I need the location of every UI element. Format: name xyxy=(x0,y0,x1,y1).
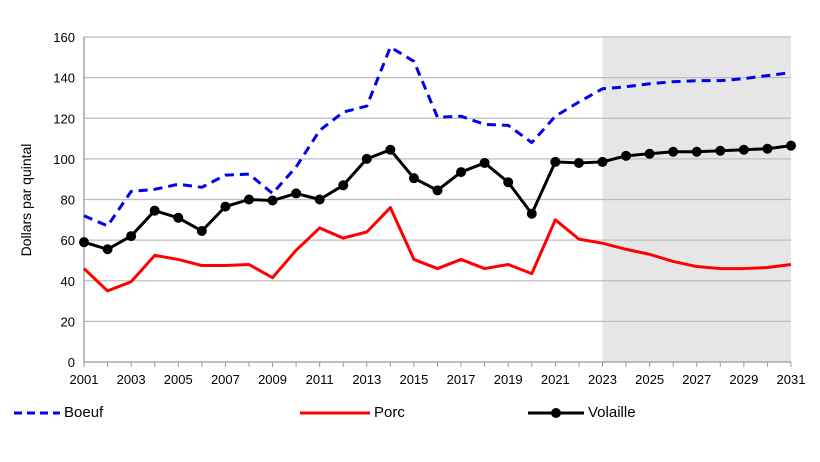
x-tick-label: 2005 xyxy=(164,372,193,387)
x-tick-label: 2013 xyxy=(352,372,381,387)
legend-swatch-boeuf xyxy=(14,411,60,414)
legend-label-volaille: Volaille xyxy=(588,404,636,421)
series-line-porc xyxy=(82,206,792,293)
y-tick-label: 100 xyxy=(53,152,75,167)
series-lines xyxy=(79,45,796,293)
data-point-volaille xyxy=(597,156,608,167)
x-tick-label: 2027 xyxy=(682,372,711,387)
legend-item-porc: Porc xyxy=(300,404,405,421)
x-tick-label: 2007 xyxy=(211,372,240,387)
data-point-volaille xyxy=(196,225,207,236)
data-point-volaille xyxy=(102,244,113,255)
x-tick-label: 2031 xyxy=(777,372,806,387)
tick-labels: 0 20 40 60 80 100 120 140 160 2001 2003 2005 2007 200… xyxy=(53,30,805,387)
data-point-volaille xyxy=(220,201,231,212)
data-point-volaille xyxy=(668,146,679,157)
gridlines xyxy=(84,36,791,323)
legend-swatch-volaille xyxy=(528,407,584,418)
data-point-volaille xyxy=(149,205,160,216)
data-point-volaille xyxy=(126,231,137,242)
data-point-volaille xyxy=(715,145,726,156)
x-tick-label: 2003 xyxy=(117,372,146,387)
legend-label-boeuf: Boeuf xyxy=(64,404,104,421)
y-tick-label: 160 xyxy=(53,30,75,45)
data-point-volaille xyxy=(644,148,655,159)
axes xyxy=(83,37,792,367)
y-axis-label: Dollars par quintal xyxy=(18,144,34,257)
data-point-volaille xyxy=(738,144,749,155)
data-point-volaille xyxy=(338,180,349,191)
legend-item-boeuf: Boeuf xyxy=(14,404,103,421)
legend-swatch-porc xyxy=(300,411,370,414)
x-tick-label: 2001 xyxy=(70,372,99,387)
data-point-volaille xyxy=(314,194,325,205)
data-point-volaille xyxy=(385,144,396,155)
data-point-volaille xyxy=(762,143,773,154)
x-tick-label: 2021 xyxy=(541,372,570,387)
data-point-volaille xyxy=(573,157,584,168)
data-point-volaille xyxy=(361,153,372,164)
data-point-volaille xyxy=(267,195,278,206)
x-tick-label: 2009 xyxy=(258,372,287,387)
y-tick-label: 140 xyxy=(53,71,75,86)
y-tick-label: 60 xyxy=(61,233,75,248)
y-tick-label: 120 xyxy=(53,111,75,126)
data-point-volaille xyxy=(503,177,514,188)
x-tick-label: 2017 xyxy=(447,372,476,387)
x-tick-label: 2015 xyxy=(399,372,428,387)
legend-label-porc: Porc xyxy=(374,404,405,421)
x-tick-label: 2011 xyxy=(306,372,334,387)
data-point-volaille xyxy=(408,173,419,184)
data-point-volaille xyxy=(479,157,490,168)
data-point-volaille xyxy=(526,208,537,219)
x-tick-label: 2023 xyxy=(588,372,617,387)
y-tick-label: 20 xyxy=(61,314,75,329)
y-tick-label: 40 xyxy=(61,274,75,289)
data-point-volaille xyxy=(550,156,561,167)
data-point-volaille xyxy=(786,140,796,151)
data-point-volaille xyxy=(291,188,302,199)
x-tick-label: 2019 xyxy=(494,372,523,387)
data-point-volaille xyxy=(691,146,702,157)
y-tick-label: 80 xyxy=(61,193,75,208)
data-point-volaille xyxy=(243,194,254,205)
x-tick-label: 2029 xyxy=(729,372,758,387)
data-point-volaille xyxy=(456,167,467,178)
x-tick-label: 2025 xyxy=(635,372,664,387)
data-point-volaille xyxy=(79,237,89,248)
legend-item-volaille: Volaille xyxy=(528,404,636,421)
data-point-volaille xyxy=(432,185,443,196)
y-tick-label: 0 xyxy=(68,355,75,370)
series-line-boeuf xyxy=(83,45,792,228)
data-point-volaille xyxy=(621,150,632,161)
data-point-volaille xyxy=(173,212,184,223)
